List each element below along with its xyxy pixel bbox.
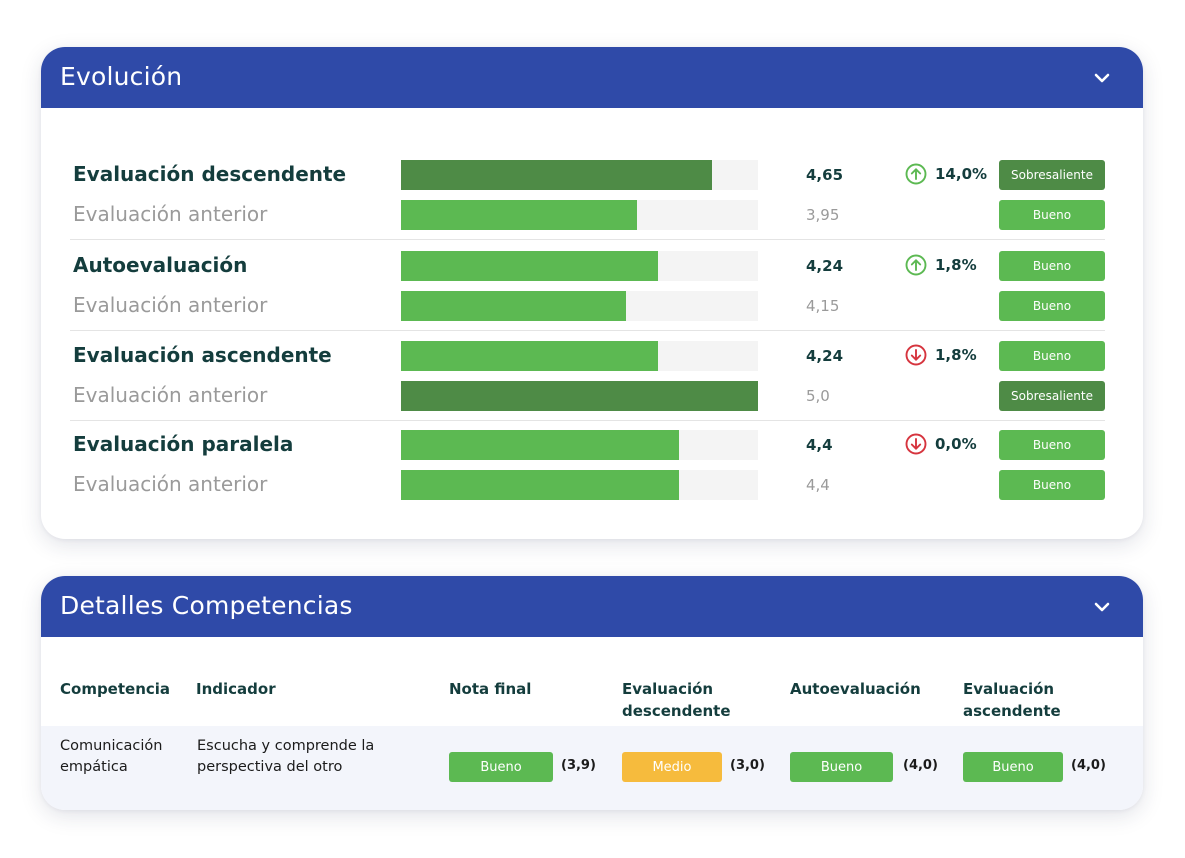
previous-evaluation-label: Evaluación anterior [73,383,268,407]
rating-badge: Bueno [999,341,1105,371]
evaluacion-descendente-badge: Medio [622,752,722,782]
delta-percentage: 1,8% [935,346,977,364]
score-value: 4,24 [806,257,844,275]
arrow-down-circle-icon [905,344,927,366]
evaluacion-ascendente-score: (4,0) [1071,758,1106,773]
score-value: 3,95 [806,206,840,224]
score-value: 4,4 [806,436,833,454]
cell-competencia-line2: empática [60,759,128,775]
header-evaluacion-ascendente-line1: Evaluación [963,680,1055,698]
score-bar-track [401,381,758,411]
score-bar-track [401,430,758,460]
rating-badge: Bueno [999,251,1105,281]
previous-evaluation-label: Evaluación anterior [73,202,268,226]
evaluation-label: Evaluación ascendente [73,343,332,367]
cell-indicador-line2: perspectiva del otro [197,759,343,775]
table-row [41,726,1143,810]
score-bar-fill [401,341,658,371]
evaluacion-descendente-score: (3,0) [730,758,765,773]
score-value: 5,0 [806,387,830,405]
cell-indicador: Escucha y comprende la perspectiva del o… [197,736,374,778]
previous-evaluation-label: Evaluación anterior [73,293,268,317]
autoevaluacion-score: (4,0) [903,758,938,773]
score-bar-track [401,160,758,190]
evaluation-label: Evaluación descendente [73,162,347,186]
rating-badge: Bueno [999,200,1105,230]
arrow-down-circle-icon [905,433,927,455]
evolucion-header[interactable]: Evolución [41,47,1143,108]
header-competencia: Competencia [60,680,171,698]
delta-indicator: 14,0% [905,163,987,185]
detalles-competencias-card: Detalles Competencias Competencia Indica… [41,576,1143,810]
cell-competencia: Comunicación empática [60,736,162,778]
header-evaluacion-ascendente: Evaluación ascendente [963,678,1061,722]
header-evaluacion-descendente-line2: descendente [622,702,731,720]
rating-badge: Bueno [999,470,1105,500]
delta-indicator: 1,8% [905,254,977,276]
score-bar-fill [401,251,658,281]
detalles-title: Detalles Competencias [60,591,353,620]
cell-indicador-line1: Escucha y comprende la [197,738,375,754]
row-divider [70,239,1105,240]
chevron-down-icon[interactable] [1093,71,1111,85]
score-bar-track [401,200,758,230]
header-indicador: Indicador [196,680,276,698]
rating-badge: Bueno [999,430,1105,460]
score-bar-fill [401,381,758,411]
delta-percentage: 1,8% [935,256,977,274]
score-bar-fill [401,200,637,230]
header-evaluacion-descendente-line1: Evaluación [622,680,714,698]
row-divider [70,330,1105,331]
header-evaluacion-ascendente-line2: ascendente [963,702,1061,720]
delta-percentage: 0,0% [935,435,977,453]
evolucion-card: Evolución Evaluación descendente 4,65 Sobr… [41,47,1143,539]
delta-indicator: 1,8% [905,344,977,366]
score-bar-track [401,251,758,281]
nota-final-score: (3,9) [561,758,596,773]
score-value: 4,24 [806,347,844,365]
evaluacion-ascendente-badge: Bueno [963,752,1063,782]
score-value: 4,15 [806,297,840,315]
nota-final-badge: Bueno [449,752,553,782]
rating-badge: Bueno [999,291,1105,321]
score-bar-fill [401,470,679,500]
delta-indicator: 0,0% [905,433,977,455]
evaluation-label: Evaluación paralela [73,432,294,456]
detalles-header[interactable]: Detalles Competencias [41,576,1143,637]
header-nota-final: Nota final [449,680,532,698]
previous-evaluation-label: Evaluación anterior [73,472,268,496]
arrow-up-circle-icon [905,163,927,185]
score-bar-track [401,341,758,371]
header-evaluacion-descendente: Evaluación descendente [622,678,731,722]
score-bar-fill [401,430,679,460]
autoevaluacion-badge: Bueno [790,752,893,782]
delta-percentage: 14,0% [935,165,988,183]
score-value: 4,4 [806,476,830,494]
header-autoevaluacion: Autoevaluación [790,680,921,698]
score-bar-track [401,291,758,321]
rating-badge: Sobresaliente [999,160,1105,190]
rating-badge: Sobresaliente [999,381,1105,411]
score-bar-track [401,470,758,500]
row-divider [70,420,1105,421]
evaluation-label: Autoevaluación [73,253,248,277]
score-value: 4,65 [806,166,844,184]
chevron-down-icon[interactable] [1093,600,1111,614]
score-bar-fill [401,291,626,321]
evolucion-title: Evolución [60,62,183,91]
arrow-up-circle-icon [905,254,927,276]
cell-competencia-line1: Comunicación [60,738,163,754]
score-bar-fill [401,160,712,190]
